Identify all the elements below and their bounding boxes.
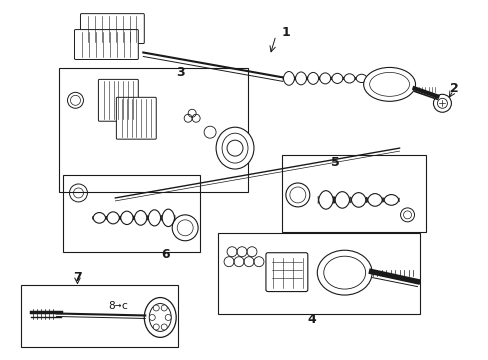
Circle shape: [161, 305, 167, 311]
Text: 7: 7: [73, 271, 81, 284]
Text: 4: 4: [307, 313, 316, 326]
Ellipse shape: [144, 298, 176, 337]
Circle shape: [432, 94, 450, 112]
Ellipse shape: [317, 250, 371, 295]
Ellipse shape: [216, 127, 253, 169]
Ellipse shape: [369, 72, 408, 96]
Circle shape: [153, 305, 159, 311]
Text: 2: 2: [449, 82, 458, 95]
Bar: [20, 285, 178, 347]
FancyBboxPatch shape: [74, 30, 138, 59]
Bar: [218, 233, 419, 315]
Ellipse shape: [222, 133, 247, 163]
Circle shape: [153, 324, 159, 330]
Circle shape: [149, 315, 155, 320]
FancyBboxPatch shape: [98, 80, 138, 121]
Bar: [59, 68, 247, 192]
Text: 5: 5: [331, 156, 340, 168]
Ellipse shape: [149, 303, 171, 332]
Text: 6: 6: [161, 248, 169, 261]
FancyBboxPatch shape: [116, 97, 156, 139]
FancyBboxPatch shape: [81, 14, 144, 44]
Ellipse shape: [323, 256, 365, 289]
Circle shape: [226, 140, 243, 156]
Ellipse shape: [363, 67, 415, 101]
Circle shape: [165, 315, 171, 320]
Bar: [62, 175, 200, 252]
Bar: [281, 155, 426, 232]
Circle shape: [161, 324, 167, 330]
Text: 8→c: 8→c: [108, 301, 128, 311]
Text: 1: 1: [281, 26, 290, 39]
FancyBboxPatch shape: [265, 253, 307, 292]
Text: 3: 3: [176, 66, 184, 79]
Circle shape: [437, 98, 447, 108]
